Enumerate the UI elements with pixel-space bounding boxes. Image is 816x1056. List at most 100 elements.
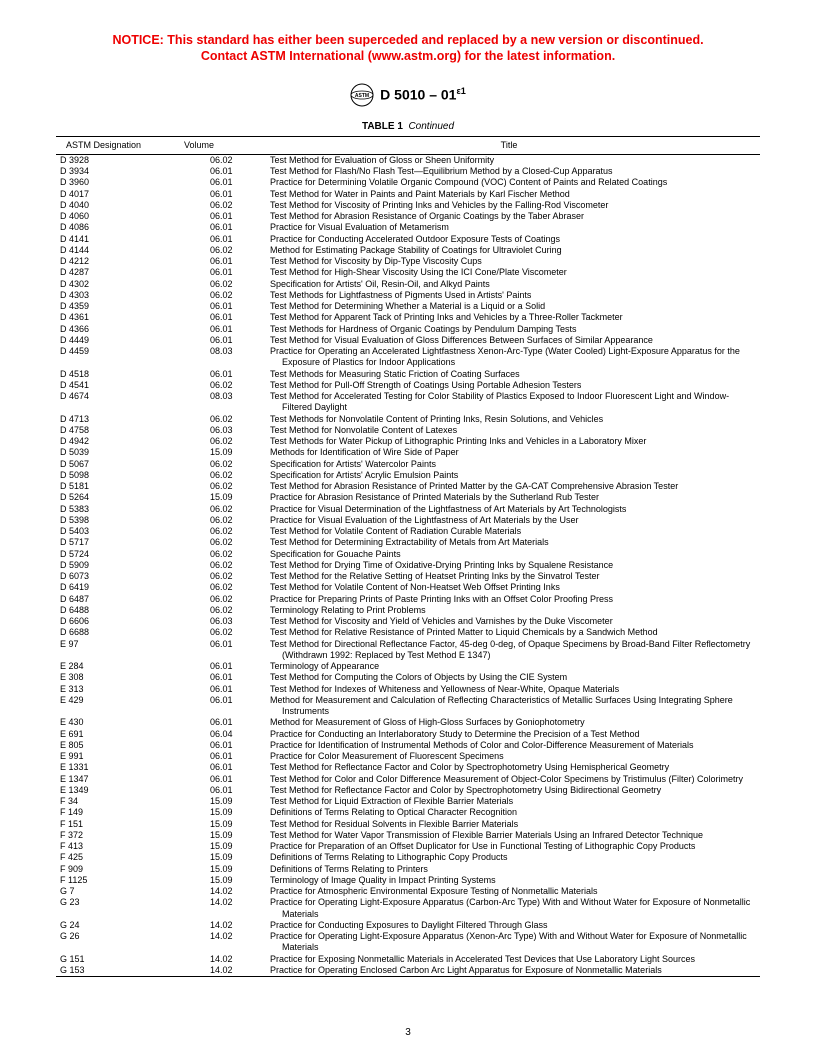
cell-volume: 06.01 [180, 762, 258, 773]
table-row: D 518106.02Test Method for Abrasion Resi… [56, 481, 760, 492]
table-row: G 714.02Practice for Atmospheric Environ… [56, 886, 760, 897]
cell-title: Terminology of Image Quality in Impact P… [258, 875, 760, 886]
cell-title: Test Method for Residual Solvents in Fle… [258, 819, 760, 830]
cell-volume: 06.03 [180, 425, 258, 436]
cell-volume: 06.02 [180, 459, 258, 470]
cell-designation: E 429 [56, 695, 180, 718]
astm-logo-icon: ASTM [350, 83, 374, 107]
header-title: Title [258, 136, 760, 154]
cell-title: Practice for Operating Light-Exposure Ap… [258, 931, 760, 954]
cell-title: Methods for Identification of Wire Side … [258, 447, 760, 458]
cell-designation: D 4302 [56, 279, 180, 290]
table-row: D 538306.02Practice for Visual Determina… [56, 504, 760, 515]
header-volume: Volume [180, 136, 258, 154]
cell-designation: E 430 [56, 717, 180, 728]
cell-volume: 06.02 [180, 380, 258, 391]
cell-volume: 06.01 [180, 774, 258, 785]
table-row: D 444906.01Test Method for Visual Evalua… [56, 335, 760, 346]
cell-designation: D 5264 [56, 492, 180, 503]
cell-title: Test Method for Visual Evaluation of Glo… [258, 335, 760, 346]
table-row: D 408606.01Practice for Visual Evaluatio… [56, 222, 760, 233]
notice-block: NOTICE: This standard has either been su… [56, 32, 760, 65]
cell-designation: E 1331 [56, 762, 180, 773]
table-row: F 42515.09Definitions of Terms Relating … [56, 852, 760, 863]
cell-designation: E 691 [56, 729, 180, 740]
cell-designation: D 4449 [56, 335, 180, 346]
table-row: E 134906.01Test Method for Reflectance F… [56, 785, 760, 796]
cell-title: Test Method for Evaluation of Gloss or S… [258, 154, 760, 166]
table-row: D 406006.01Test Method for Abrasion Resi… [56, 211, 760, 222]
table-row: D 540306.02Test Method for Volatile Cont… [56, 526, 760, 537]
cell-designation: F 1125 [56, 875, 180, 886]
cell-designation: D 5403 [56, 526, 180, 537]
cell-title: Test Method for Abrasion Resistance of P… [258, 481, 760, 492]
cell-volume: 06.02 [180, 594, 258, 605]
cell-title: Test Method for Relative Resistance of P… [258, 627, 760, 638]
table-row: D 414106.01Practice for Conducting Accel… [56, 234, 760, 245]
cell-volume: 14.02 [180, 920, 258, 931]
table-row: D 607306.02Test Method for the Relative … [56, 571, 760, 582]
cell-volume: 06.01 [180, 177, 258, 188]
cell-designation: D 5039 [56, 447, 180, 458]
cell-title: Terminology Relating to Print Problems [258, 605, 760, 616]
cell-title: Test Method for Drying Time of Oxidative… [258, 560, 760, 571]
cell-designation: D 4758 [56, 425, 180, 436]
table-row: D 539806.02Practice for Visual Evaluatio… [56, 515, 760, 526]
header-designation: ASTM Designation [56, 136, 180, 154]
cell-designation: D 6488 [56, 605, 180, 616]
cell-designation: D 4017 [56, 189, 180, 200]
table-row: E 134706.01Test Method for Color and Col… [56, 774, 760, 785]
cell-volume: 06.02 [180, 549, 258, 560]
cell-title: Practice for Preparing Prints of Paste P… [258, 594, 760, 605]
table-row: D 668806.02Test Method for Relative Resi… [56, 627, 760, 638]
cell-volume: 15.09 [180, 875, 258, 886]
cell-volume: 15.09 [180, 864, 258, 875]
table-row: G 15114.02Practice for Exposing Nonmetal… [56, 954, 760, 965]
table-row: D 401706.01Test Method for Water in Pain… [56, 189, 760, 200]
cell-designation: D 4518 [56, 369, 180, 380]
table-row: G 2314.02Practice for Operating Light-Ex… [56, 897, 760, 920]
cell-designation: D 5098 [56, 470, 180, 481]
cell-volume: 08.03 [180, 346, 258, 369]
cell-designation: F 372 [56, 830, 180, 841]
cell-title: Test Method for High-Shear Viscosity Usi… [258, 267, 760, 278]
cell-volume: 15.09 [180, 852, 258, 863]
table-row: D 445908.03Practice for Operating an Acc… [56, 346, 760, 369]
cell-volume: 06.01 [180, 166, 258, 177]
cell-designation: E 1347 [56, 774, 180, 785]
cell-title: Method for Measurement of Gloss of High-… [258, 717, 760, 728]
table-row: D 648706.02Practice for Preparing Prints… [56, 594, 760, 605]
cell-title: Practice for Visual Determination of the… [258, 504, 760, 515]
cell-designation: E 805 [56, 740, 180, 751]
cell-designation: D 4366 [56, 324, 180, 335]
table-row: D 660606.03Test Method for Viscosity and… [56, 616, 760, 627]
table-row: D 494206.02Test Methods for Water Pickup… [56, 436, 760, 447]
cell-title: Practice for Conducting Exposures to Day… [258, 920, 760, 931]
table-row: F 90915.09Definitions of Terms Relating … [56, 864, 760, 875]
table-row: F 3415.09Test Method for Liquid Extracti… [56, 796, 760, 807]
table-row: D 648806.02Terminology Relating to Print… [56, 605, 760, 616]
cell-designation: E 97 [56, 639, 180, 662]
cell-designation: D 5724 [56, 549, 180, 560]
cell-designation: D 4713 [56, 414, 180, 425]
cell-designation: G 26 [56, 931, 180, 954]
cell-title: Test Method for Pull-Off Strength of Coa… [258, 380, 760, 391]
cell-volume: 06.01 [180, 639, 258, 662]
cell-designation: G 7 [56, 886, 180, 897]
cell-volume: 06.02 [180, 515, 258, 526]
table-row: F 14915.09Definitions of Terms Relating … [56, 807, 760, 818]
cell-volume: 15.09 [180, 807, 258, 818]
cell-designation: D 4060 [56, 211, 180, 222]
table-row: D 641906.02Test Method for Volatile Cont… [56, 582, 760, 593]
table-row: D 421206.01Test Method for Viscosity by … [56, 256, 760, 267]
cell-volume: 06.03 [180, 616, 258, 627]
table-row: D 436106.01Test Method for Apparent Tack… [56, 312, 760, 323]
cell-volume: 06.02 [180, 526, 258, 537]
table-caption-label: TABLE 1 [362, 121, 403, 132]
cell-designation: F 149 [56, 807, 180, 818]
table-row: E 99106.01Practice for Color Measurement… [56, 751, 760, 762]
cell-designation: G 153 [56, 965, 180, 977]
cell-volume: 06.02 [180, 560, 258, 571]
cell-title: Test Method for Directional Reflectance … [258, 639, 760, 662]
cell-title: Specification for Artists' Acrylic Emuls… [258, 470, 760, 481]
